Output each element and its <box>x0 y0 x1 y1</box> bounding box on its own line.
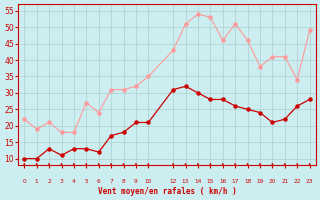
X-axis label: Vent moyen/en rafales ( km/h ): Vent moyen/en rafales ( km/h ) <box>98 187 236 196</box>
